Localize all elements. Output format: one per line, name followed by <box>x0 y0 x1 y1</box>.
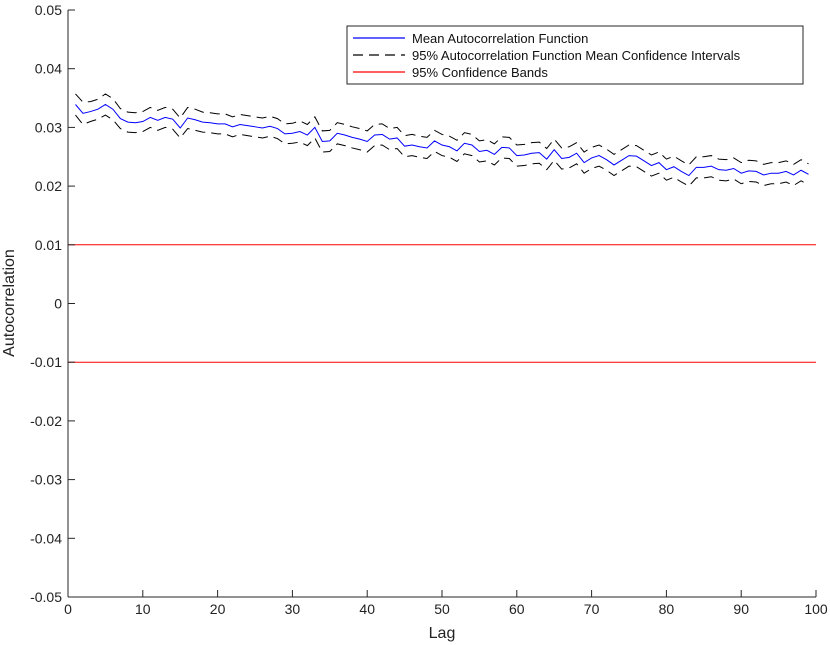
y-tick-label: 0.05 <box>35 2 62 18</box>
series-upper-ci-line <box>75 93 809 166</box>
y-axis-title: Autocorrelation <box>1 249 18 357</box>
x-tick-label: 20 <box>210 601 226 617</box>
data-layer <box>68 93 816 363</box>
legend-box <box>346 25 804 85</box>
x-tick-label: 70 <box>584 601 600 617</box>
x-tick-label: 100 <box>804 601 828 617</box>
series-mean-acf-line <box>75 103 809 177</box>
x-tick-label: 30 <box>285 601 301 617</box>
legend-label-confidence-intervals: 95% Autocorrelation Function Mean Confid… <box>412 48 741 63</box>
y-tick-label: 0.04 <box>35 61 62 77</box>
x-axis-title: Lag <box>429 625 456 642</box>
x-tick-label: 80 <box>659 601 675 617</box>
series-lower-ci-line <box>75 114 809 187</box>
y-tick-label: -0.01 <box>30 354 62 370</box>
x-tick-label: 90 <box>733 601 749 617</box>
legend-label-confidence-bands: 95% Confidence Bands <box>412 65 548 80</box>
x-tick-label: 40 <box>359 601 375 617</box>
y-tick-label: 0 <box>54 296 62 312</box>
y-tick-label: -0.02 <box>30 413 62 429</box>
x-tick-label: 50 <box>434 601 450 617</box>
y-tick-label: 0.02 <box>35 178 62 194</box>
legend-label-mean-acf: Mean Autocorrelation Function <box>412 31 588 46</box>
y-tick-label: -0.03 <box>30 472 62 488</box>
x-tick-label: 60 <box>509 601 525 617</box>
y-tick-label: -0.04 <box>30 530 62 546</box>
legend: Mean Autocorrelation Function 95% Autoco… <box>346 25 804 85</box>
plot-area <box>68 10 816 597</box>
y-tick-label: -0.05 <box>30 589 62 605</box>
y-tick-label: 0.03 <box>35 119 62 135</box>
ticks-layer: 0 10 20 30 40 50 60 70 80 90 100 -0.05 -0.04 -0.03 -0.… <box>30 2 828 617</box>
x-tick-label: 10 <box>135 601 151 617</box>
x-tick-label: 0 <box>64 601 72 617</box>
y-tick-label: 0.01 <box>35 237 62 253</box>
